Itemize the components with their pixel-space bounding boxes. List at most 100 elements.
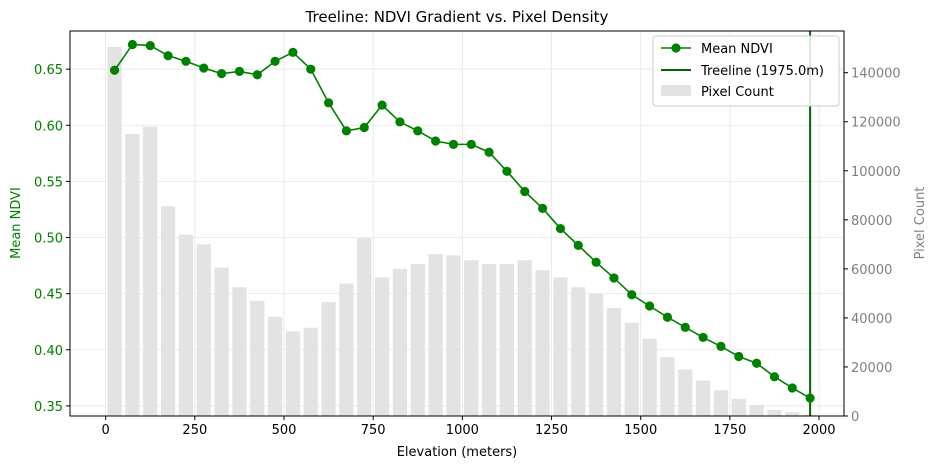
bar-series: [107, 46, 818, 417]
bar: [446, 255, 461, 416]
bar: [499, 263, 515, 416]
bar: [464, 260, 479, 416]
ndvi-point: [680, 322, 690, 332]
y-axis-right: 0 20000 40000 60000 80000 100000 120000 140000: [844, 67, 901, 425]
x-axis-title: Elevation (meters): [397, 445, 518, 460]
ndvi-point: [698, 332, 708, 343]
bar: [410, 263, 425, 416]
ndvi-point: [341, 126, 352, 136]
y-left-tick-label: 0.35: [34, 400, 63, 415]
bar: [660, 357, 675, 416]
bar: [196, 244, 211, 416]
y-left-tick-label: 0.50: [34, 232, 63, 247]
bar: [588, 293, 604, 416]
bar: [303, 327, 318, 416]
x-tick-label: 1750: [713, 423, 746, 438]
x-tick-label: 1500: [624, 423, 657, 438]
x-tick-label: 1250: [535, 423, 568, 438]
bar: [160, 206, 176, 416]
ndvi-point: [127, 39, 138, 50]
y-left-tick-label: 0.45: [34, 288, 63, 303]
y-axis-right-title: Pixel Count: [913, 187, 928, 260]
y-right-tick-label: 100000: [851, 165, 901, 180]
legend-label-pixelcount: Pixel Count: [701, 85, 774, 100]
bar: [214, 267, 229, 416]
ndvi-point: [359, 122, 369, 133]
chart-title: Treeline: NDVI Gradient vs. Pixel Densit…: [305, 8, 609, 26]
bar: [767, 409, 782, 416]
bar: [339, 283, 354, 416]
ndvi-point: [288, 47, 298, 57]
x-tick-label: 750: [361, 423, 386, 438]
x-tick-label: 250: [182, 423, 207, 438]
bar: [178, 234, 194, 416]
legend: Mean NDVI Treeline (1975.0m) Pixel Count: [652, 35, 840, 107]
ndvi-point: [645, 301, 655, 311]
bar: [571, 287, 586, 416]
x-tick-label: 2000: [802, 423, 835, 438]
ndvi-point: [413, 126, 423, 136]
ndvi-point: [109, 65, 120, 75]
bar: [232, 287, 247, 416]
bar: [481, 263, 497, 416]
ndvi-point: [752, 358, 762, 368]
y-right-tick-label: 20000: [851, 361, 892, 376]
ndvi-point: [377, 100, 387, 110]
ndvi-point: [395, 117, 405, 127]
y-axis-left: 0.35 0.40 0.45 0.50 0.55 0.60 0.65: [34, 63, 70, 415]
ndvi-point: [716, 341, 726, 352]
ndvi-point: [448, 139, 459, 149]
x-tick-label: 0: [102, 423, 110, 438]
y-right-tick-label: 60000: [851, 263, 892, 278]
y-left-tick-label: 0.40: [34, 344, 63, 359]
ndvi-point: [805, 393, 815, 403]
bar: [321, 301, 336, 416]
ndvi-point: [484, 147, 494, 157]
bar: [731, 398, 746, 416]
ndvi-point: [466, 139, 476, 149]
ndvi-point: [323, 98, 334, 108]
bar: [695, 380, 711, 416]
ndvi-point: [270, 56, 280, 66]
ndvi-point: [502, 166, 512, 176]
bar: [624, 322, 639, 416]
ndvi-point: [145, 40, 155, 51]
ndvi-point: [199, 63, 209, 73]
bar: [606, 308, 622, 416]
bar: [749, 404, 764, 416]
legend-label-treeline: Treeline (1975.0m): [700, 64, 824, 79]
y-right-tick-label: 0: [851, 410, 859, 425]
bar: [107, 46, 122, 417]
ndvi-point: [609, 273, 619, 283]
y-right-tick-label: 140000: [851, 67, 901, 82]
bar: [250, 300, 265, 416]
ndvi-point: [252, 70, 262, 80]
bar: [535, 270, 550, 416]
bar: [785, 412, 800, 416]
ndvi-point: [181, 56, 191, 66]
ndvi-point: [538, 203, 548, 213]
y-left-tick-label: 0.65: [34, 63, 63, 78]
ndvi-point: [573, 240, 583, 250]
y-left-tick-label: 0.55: [34, 175, 63, 190]
ndvi-point: [163, 51, 173, 61]
bar: [143, 126, 158, 417]
ndvi-point: [787, 383, 797, 393]
ndvi-point: [591, 257, 601, 267]
y-right-tick-label: 40000: [851, 312, 892, 327]
ndvi-point: [216, 69, 227, 79]
x-tick-label: 1000: [446, 423, 479, 438]
ndvi-point: [234, 66, 245, 77]
bar: [678, 369, 693, 416]
ndvi-line: [113, 43, 811, 399]
legend-label-ndvi: Mean NDVI: [701, 42, 773, 57]
bar: [285, 331, 301, 416]
bar: [713, 390, 729, 416]
ndvi-series: [109, 39, 815, 403]
ndvi-point: [627, 290, 637, 300]
bar: [357, 238, 372, 416]
bar: [517, 260, 532, 416]
bar: [125, 133, 140, 416]
ndvi-point: [306, 64, 316, 74]
